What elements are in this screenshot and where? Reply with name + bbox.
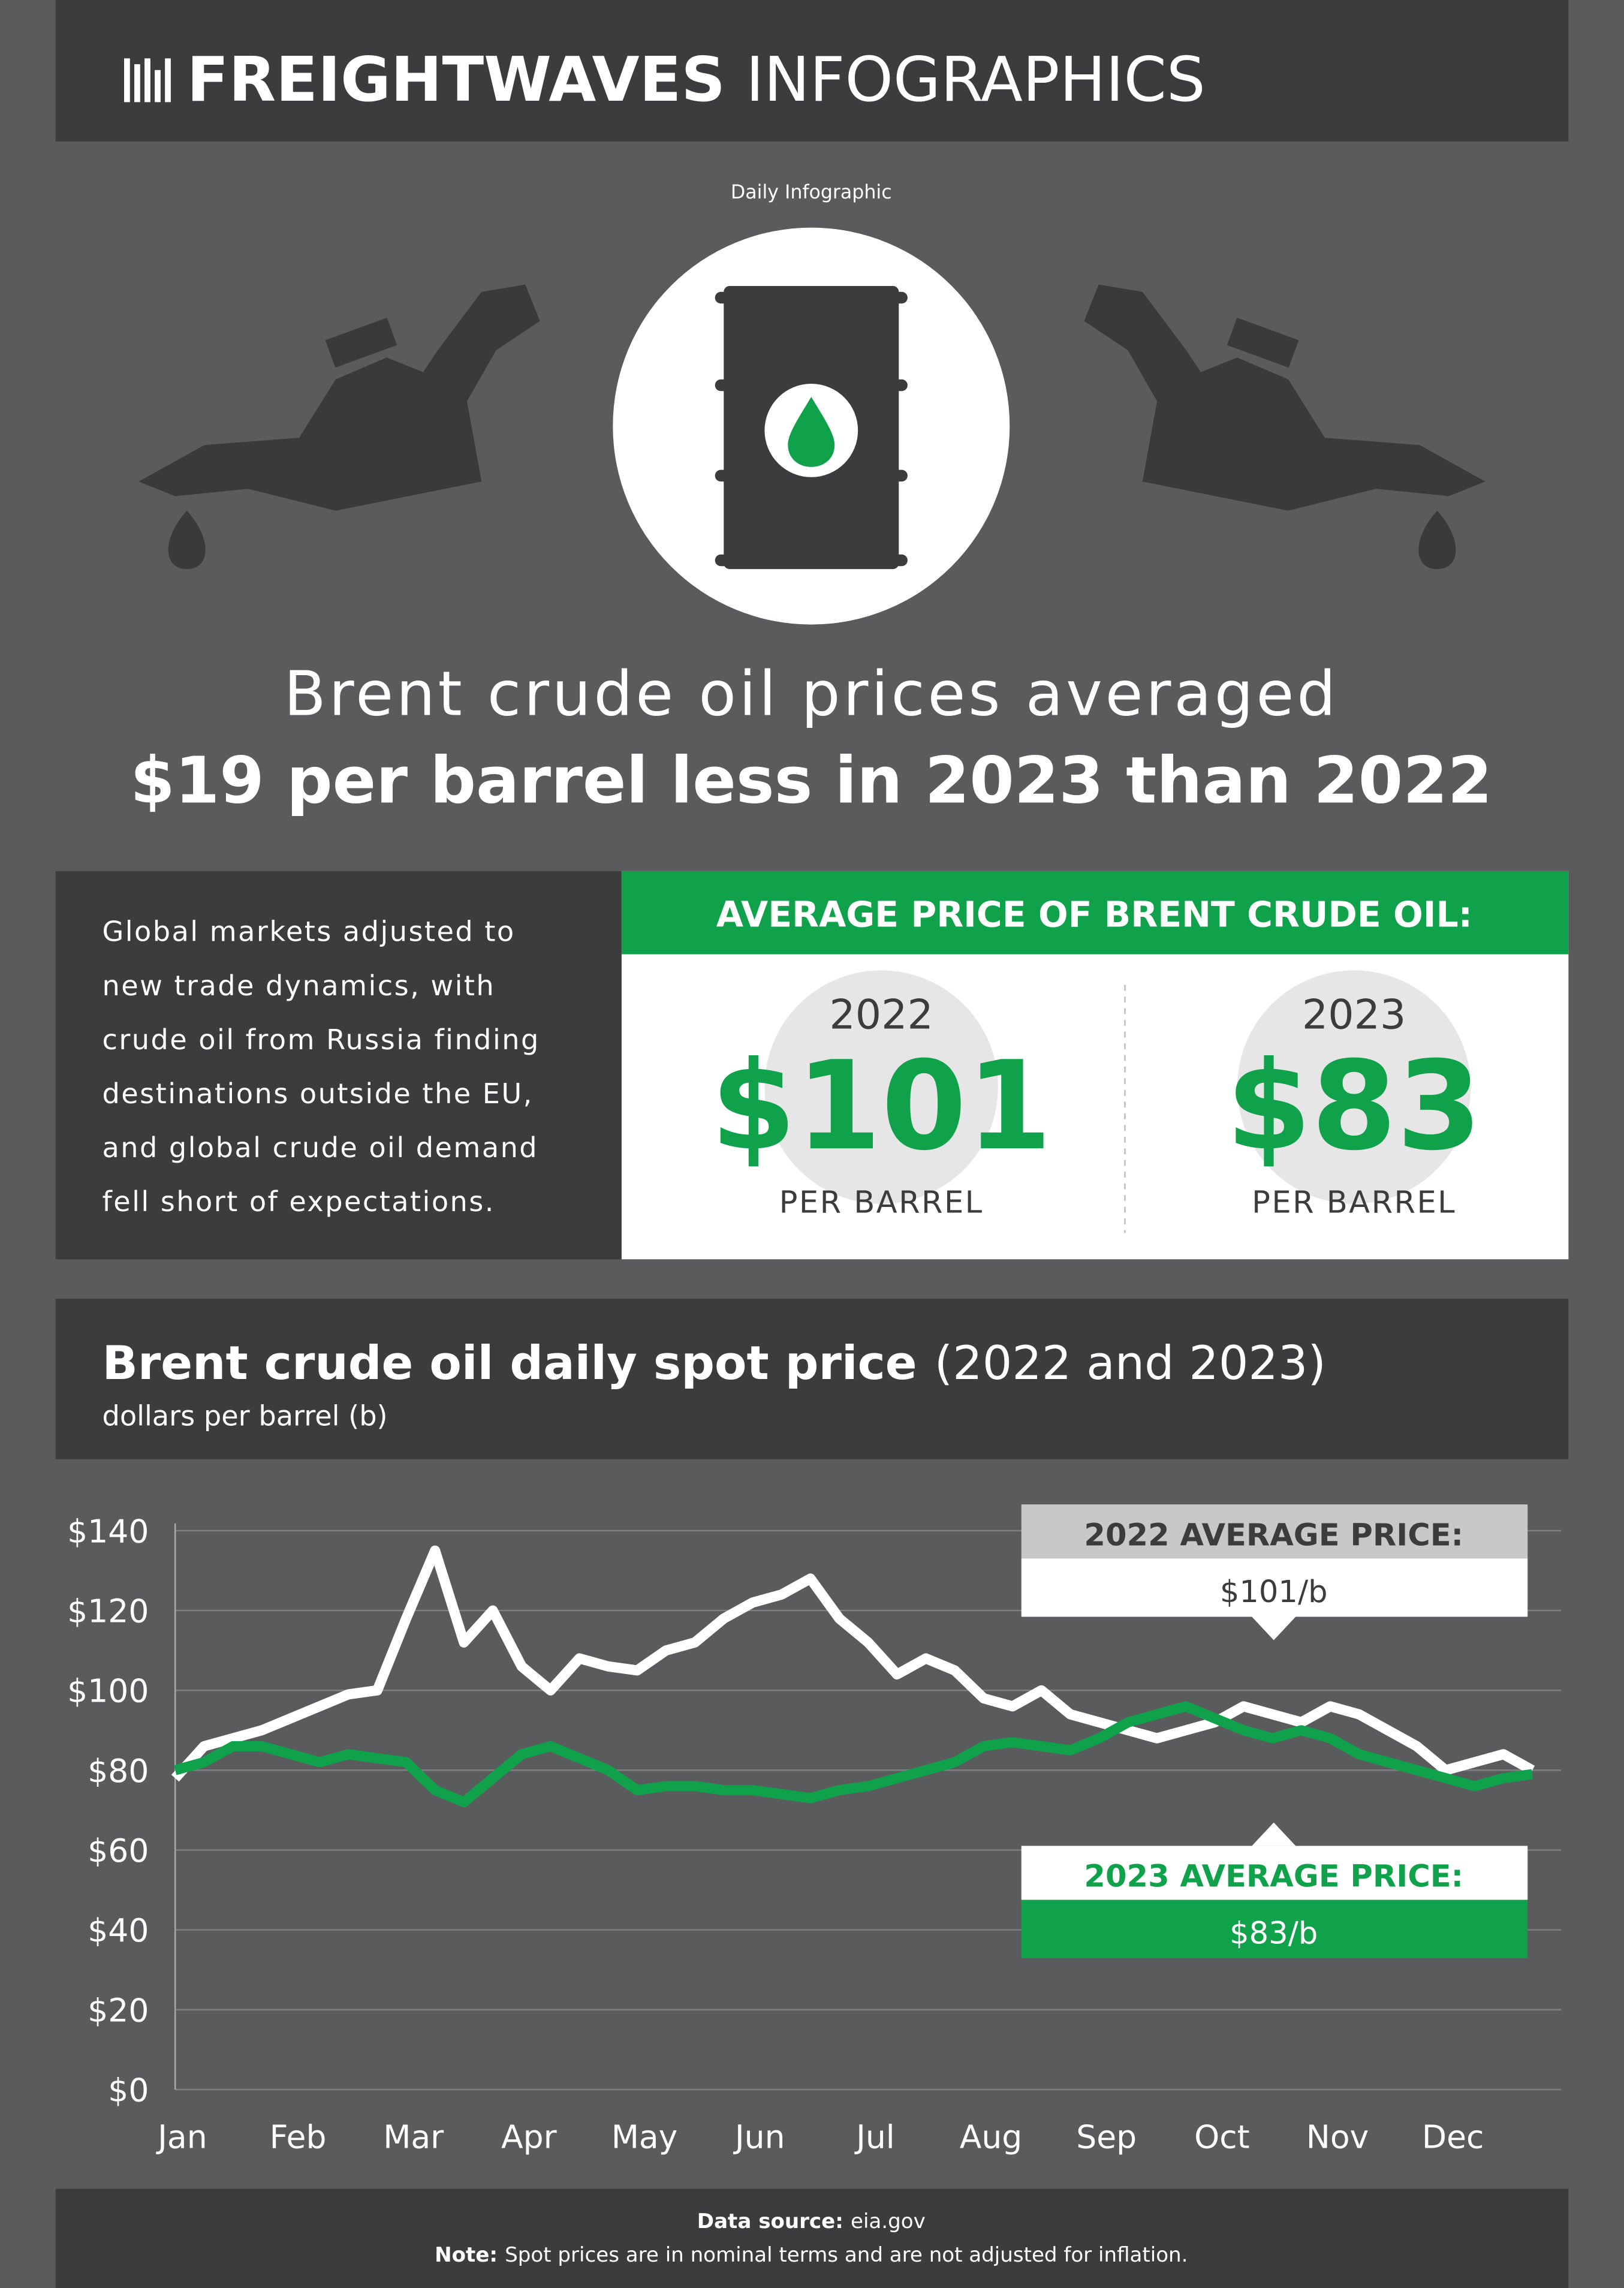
x-tick-label: Nov: [1306, 2118, 1369, 2155]
intro-panel: [55, 871, 622, 1260]
header-bar: [55, 0, 1569, 142]
chart: $0 $20 $40 $60 $80 $100 $120 $140 Jan Feb Mar Apr Ma…: [67, 1504, 1562, 2155]
y-tick-label: $120: [67, 1592, 149, 1630]
callout-text: $101/b: [1220, 1574, 1328, 1610]
stat-unit: PER BARREL: [779, 1185, 984, 1220]
callout-header: [1021, 1846, 1528, 1900]
stat-unit: PER BARREL: [1252, 1185, 1456, 1220]
footer: [55, 2188, 1569, 2288]
tag: Daily Infographic: [731, 182, 892, 203]
x-tick-label: Jan: [156, 2118, 207, 2155]
chart-subtitle: dollars per barrel (b): [103, 1400, 388, 1432]
y-tick-label: $100: [67, 1672, 149, 1710]
x-tick-label: Jul: [854, 2118, 895, 2155]
y-tick-label: $0: [108, 2071, 149, 2109]
header-title: FREIGHTWAVES INFOGRAPHICS: [187, 44, 1206, 116]
chart-title-line: Brent crude oil daily spot price (2022 an…: [103, 1336, 1326, 1390]
chart-title: Brent crude oil daily spot price: [103, 1336, 917, 1390]
callout-text: $83/b: [1230, 1916, 1318, 1952]
note: Spot prices are in nominal terms and are…: [505, 2243, 1188, 2267]
brand: FREIGHTWAVES: [187, 44, 725, 116]
intro-line: Global markets adjusted to: [103, 916, 516, 948]
x-tick-label: Sep: [1076, 2118, 1137, 2155]
stat-backdrop: [1237, 970, 1471, 1204]
source-label: Data source:: [697, 2209, 843, 2233]
brand-suffix: INFOGRAPHICS: [746, 44, 1206, 116]
intro-line: crude oil from Russia finding: [103, 1023, 540, 1056]
stats-items: 2022$101 PER BARREL 2023$83 PER BARREL: [711, 970, 1482, 1220]
x-tick-label: Aug: [960, 2118, 1023, 2155]
intro-text: Global markets adjusted to new trade dyna…: [103, 916, 540, 1218]
x-tick-label: Jun: [733, 2118, 785, 2155]
oil-can-left: [138, 284, 540, 570]
x-tick-label: May: [611, 2118, 678, 2155]
y-tick-label: $80: [88, 1752, 149, 1790]
callout-body: [1021, 1899, 1528, 1958]
y-tick-label: $60: [88, 1832, 149, 1869]
x-tick-label: Apr: [501, 2118, 558, 2155]
callout-title: 2023 AVERAGE PRICE:: [1084, 1859, 1463, 1895]
series-line: [173, 1701, 1533, 1808]
source: eia.gov: [851, 2209, 926, 2233]
logo-mark: [124, 58, 171, 103]
callout-title: 2022 AVERAGE PRICE:: [1084, 1518, 1463, 1553]
x-tick-label: Oct: [1194, 2118, 1250, 2155]
y-tick-label: $140: [67, 1512, 149, 1550]
x-tick-label: Dec: [1422, 2118, 1484, 2155]
intro-line: fell short of expectations.: [103, 1185, 495, 1218]
barrel-icon: [715, 286, 908, 570]
oil-can-right: [1084, 284, 1486, 570]
intro-line: and global crude oil demand: [103, 1131, 539, 1164]
callout-pointer: [1252, 1822, 1296, 1846]
series-line: [171, 1545, 1535, 1782]
x-tick-label: Feb: [270, 2118, 327, 2155]
footer-note: Note: Spot prices are in nominal terms an…: [435, 2243, 1188, 2267]
x-tick-label: Mar: [383, 2118, 444, 2155]
stat-year: 2022: [829, 992, 933, 1039]
footer-source: Data source: eia.gov: [697, 2209, 926, 2233]
intro-line: new trade dynamics, with: [103, 970, 496, 1002]
chart-header: [55, 1298, 1569, 1459]
chart-title-suffix: (2022 and 2023): [935, 1336, 1326, 1390]
stats-header: [621, 871, 1569, 955]
callout-pointer: [1252, 1616, 1296, 1640]
y-tick-label: $40: [88, 1911, 149, 1949]
headline-1: Brent crude oil prices averaged: [284, 659, 1339, 730]
stat-year: 2023: [1302, 992, 1406, 1039]
callout-body: [1021, 1558, 1528, 1617]
note-label: Note:: [435, 2243, 498, 2267]
y-tick-label: $20: [88, 1991, 149, 2029]
headline-2: $19 per barrel less in 2023 than 2022: [130, 744, 1492, 818]
callout-header: [1021, 1504, 1528, 1559]
stat-price: $101: [711, 1035, 1052, 1178]
stats-title: AVERAGE PRICE OF BRENT CRUDE OIL:: [716, 894, 1472, 935]
stat-backdrop: [764, 970, 998, 1204]
intro-line: destinations outside the EU,: [103, 1077, 534, 1110]
stat-price: $83: [1226, 1035, 1482, 1178]
